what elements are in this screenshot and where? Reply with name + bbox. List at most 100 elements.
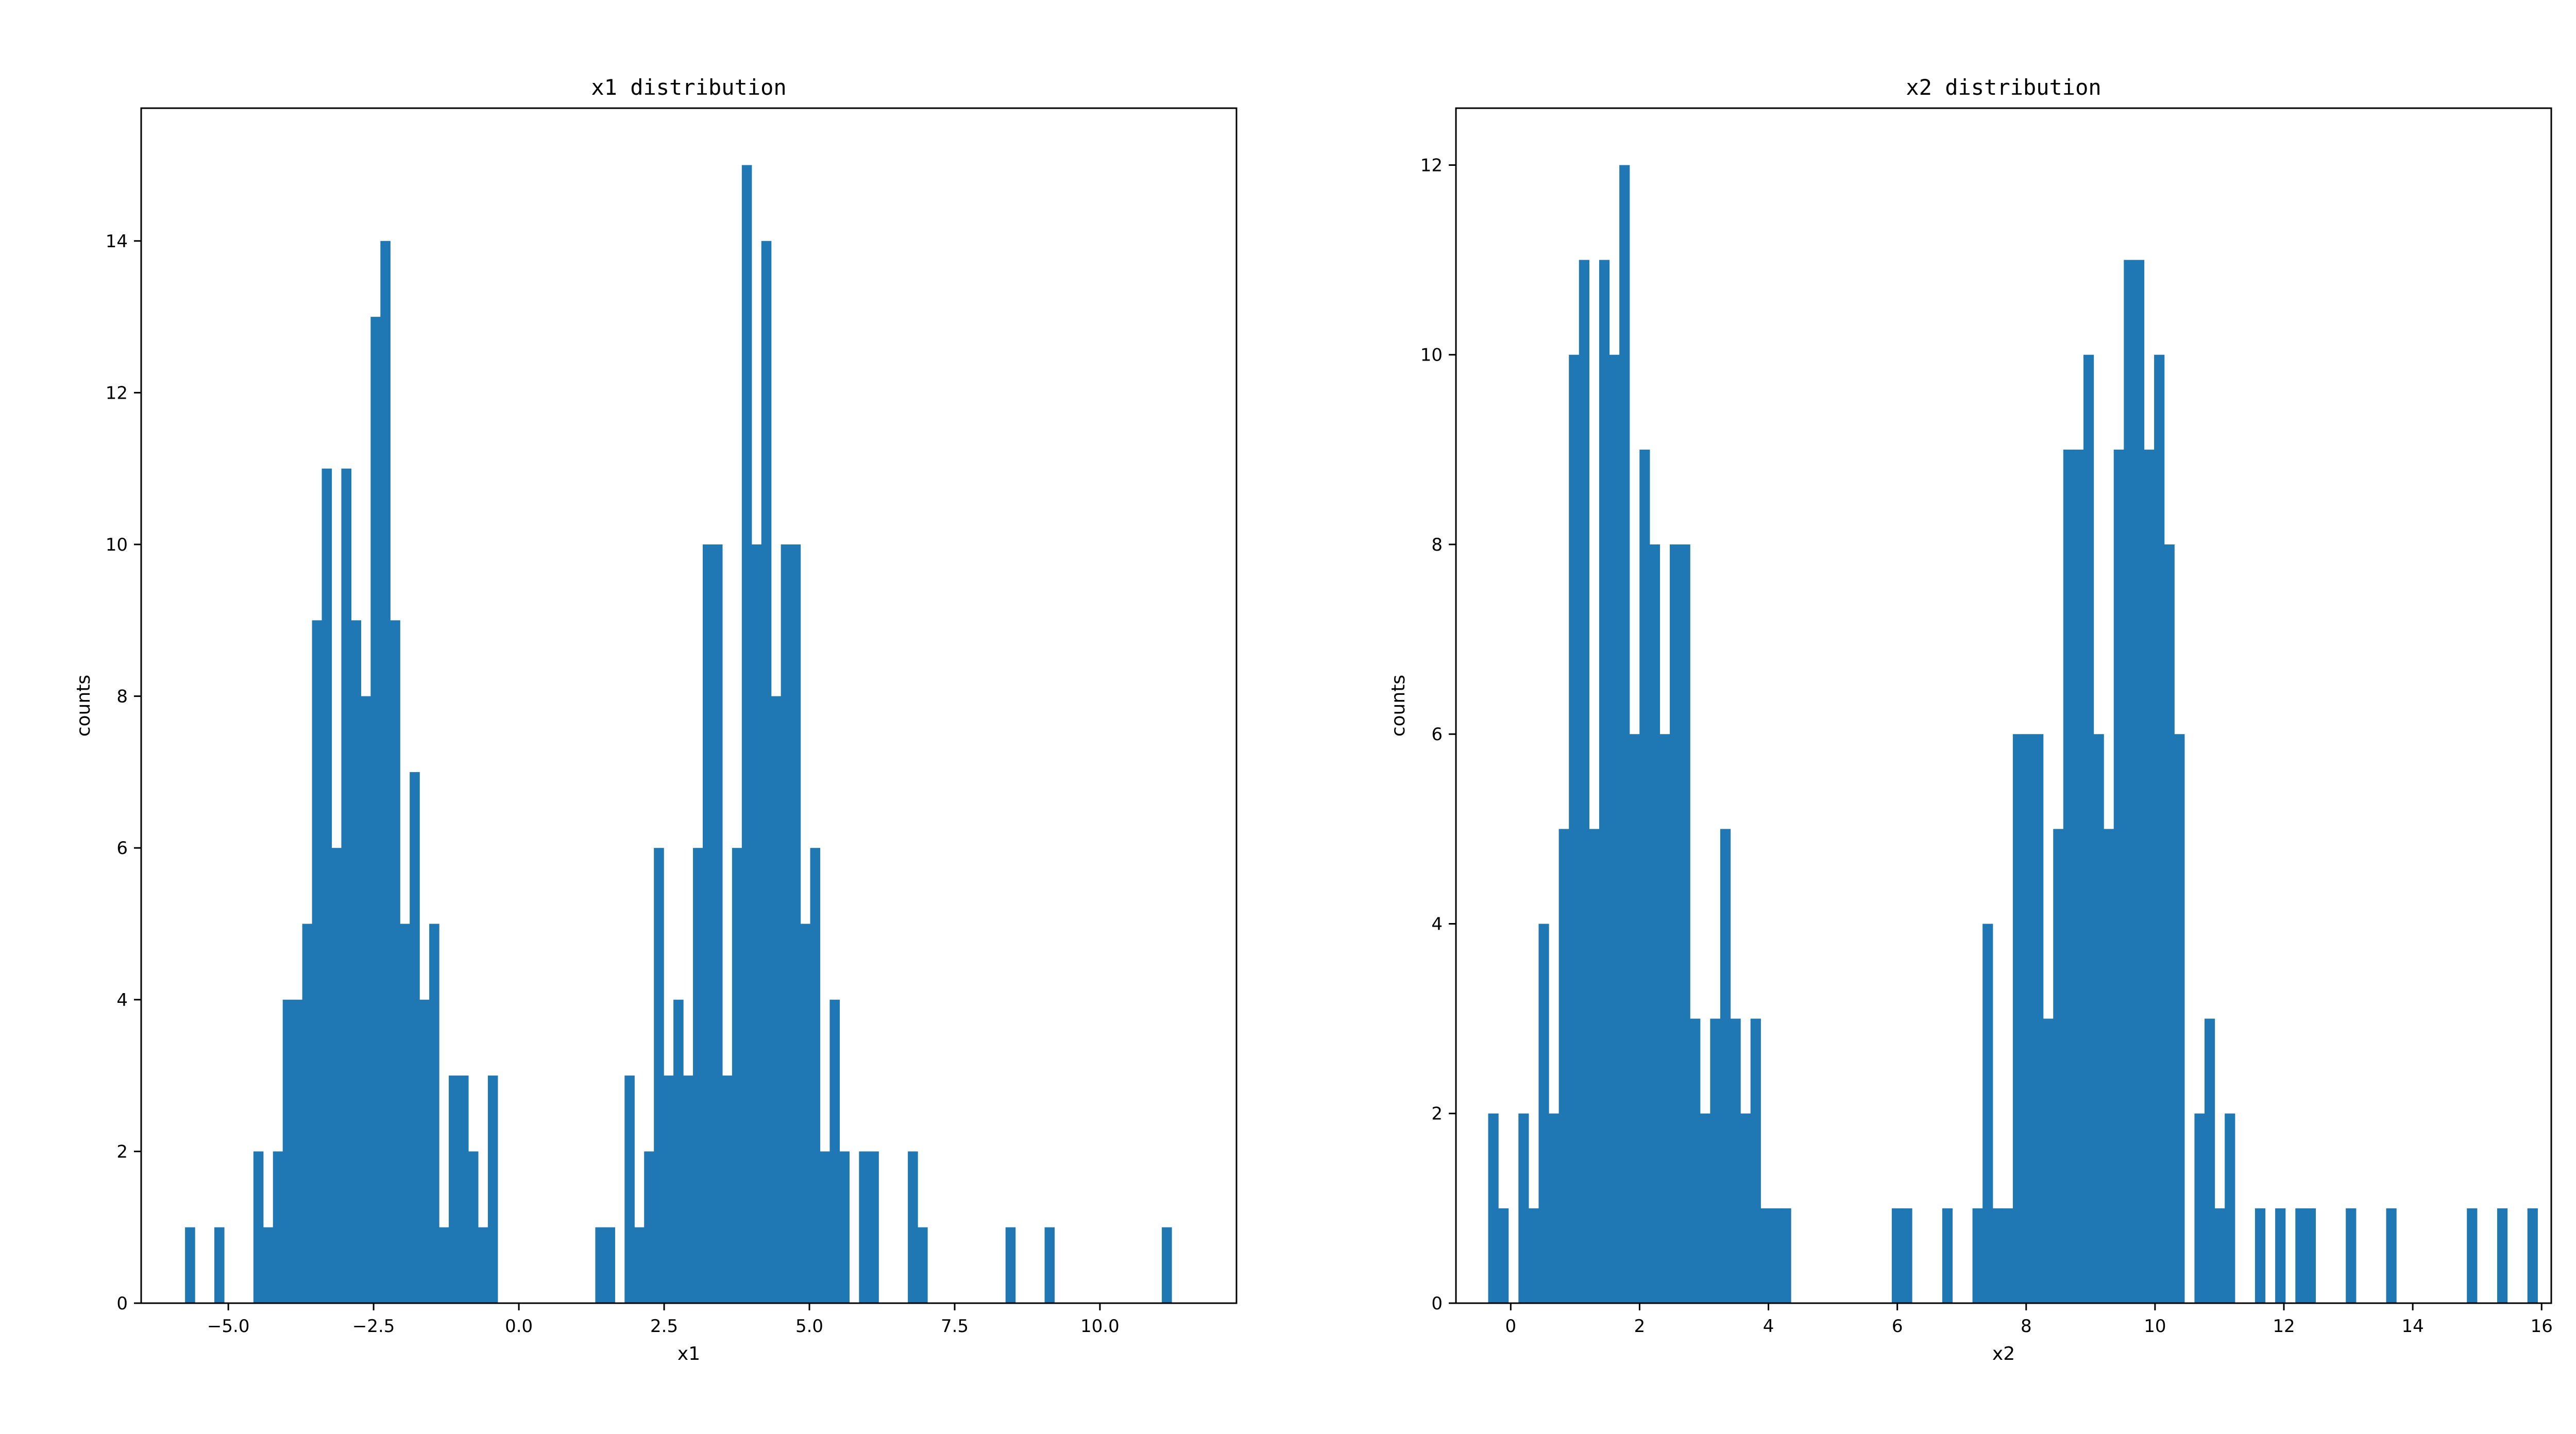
histogram-bar — [478, 1227, 488, 1303]
histogram-bar — [2113, 449, 2124, 1303]
histogram-bar — [1005, 1227, 1016, 1303]
histogram-bar — [683, 1076, 693, 1303]
histogram-bar — [439, 1227, 449, 1303]
x-tick-label: 0.0 — [505, 1316, 533, 1337]
y-tick-label: 0 — [1431, 1293, 1443, 1314]
histogram-bar — [2154, 354, 2165, 1303]
histogram-bar — [1639, 449, 1650, 1303]
histogram-bar — [1549, 1113, 1560, 1303]
histogram-bar — [722, 1076, 733, 1303]
y-tick-label: 6 — [116, 838, 128, 859]
histogram-bar — [644, 1151, 654, 1303]
histogram-bar — [664, 1076, 674, 1303]
plot-frame — [140, 107, 1238, 1304]
x-tick-label: 16 — [2531, 1316, 2553, 1337]
histogram-bar — [1730, 1018, 1741, 1303]
histogram-bar — [2305, 1208, 2316, 1303]
histogram-bar — [1649, 544, 1660, 1303]
histogram-bar — [1162, 1227, 1172, 1303]
histogram-bar — [595, 1227, 605, 1303]
y-tick-label: 8 — [1431, 535, 1443, 555]
histogram-bar — [790, 544, 801, 1303]
histogram-bar — [2205, 1018, 2215, 1303]
y-tick-label: 12 — [1420, 155, 1443, 176]
histogram-bar — [673, 999, 684, 1303]
histogram-bar — [820, 1151, 831, 1303]
histogram-bar — [859, 1151, 869, 1303]
histogram-bar — [1891, 1208, 1903, 1303]
x-tick-label: 2.5 — [650, 1316, 678, 1337]
histogram-bar — [361, 696, 371, 1303]
histogram-bar — [1902, 1208, 1912, 1303]
histogram-bar — [410, 772, 420, 1303]
histogram-bar — [2275, 1208, 2286, 1303]
histogram-bar — [1670, 544, 1681, 1303]
y-tick-label: 2 — [116, 1141, 128, 1162]
histogram-bar — [214, 1227, 225, 1303]
histogram-bar — [712, 544, 723, 1303]
x-tick-label: −5.0 — [207, 1316, 250, 1337]
histogram-bar — [1558, 829, 1569, 1303]
histogram-bar — [810, 848, 821, 1303]
histogram-bar — [1720, 829, 1731, 1303]
histogram-bar — [2295, 1208, 2306, 1303]
histogram-bar — [459, 1076, 469, 1303]
histogram-bar — [1740, 1113, 1751, 1303]
histogram-bar — [468, 1151, 479, 1303]
histogram-bar — [1992, 1208, 2003, 1303]
histogram-bar — [312, 620, 323, 1303]
histogram-bar — [331, 848, 342, 1303]
x-axis-label: x1 — [677, 1343, 700, 1364]
histogram-bar — [2225, 1113, 2235, 1303]
histogram-bar — [605, 1227, 615, 1303]
histogram-bar — [1700, 1113, 1710, 1303]
histogram-bar — [908, 1151, 918, 1303]
histogram-bar — [829, 999, 840, 1303]
x-axis-label: x2 — [1992, 1343, 2015, 1364]
histogram-bar — [741, 165, 752, 1304]
histogram-bar — [2003, 1208, 2013, 1303]
histogram-bar — [419, 999, 430, 1303]
histogram-bar — [400, 924, 410, 1303]
histogram-bar — [2012, 734, 2024, 1303]
histogram-bar — [1488, 1113, 1499, 1303]
histogram-bar — [1781, 1208, 1791, 1303]
histogram-bar — [732, 848, 742, 1303]
histogram-bar — [390, 620, 400, 1303]
histogram-bar — [487, 1076, 498, 1303]
histogram-bar — [1760, 1208, 1771, 1303]
histogram-bar — [1982, 924, 1993, 1303]
histogram-bar — [2214, 1208, 2225, 1303]
histogram-bar — [1619, 165, 1630, 1304]
histogram-bar — [2053, 829, 2064, 1303]
histogram-bar — [1518, 1113, 1529, 1303]
x-tick-label: 2 — [1634, 1316, 1646, 1337]
histogram-bars — [185, 165, 1172, 1304]
histogram-bar — [1528, 1208, 1539, 1303]
y-tick-label: 4 — [116, 990, 128, 1011]
histogram-bar — [693, 848, 703, 1303]
histogram-bar — [624, 1076, 635, 1303]
histogram-bar — [341, 468, 352, 1304]
histogram-bar — [429, 924, 439, 1303]
histogram-bar — [2467, 1208, 2478, 1303]
histogram-bar — [918, 1227, 928, 1303]
histogram-bar — [1589, 829, 1600, 1303]
histogram-bar — [1972, 1208, 1983, 1303]
histogram-bar — [370, 317, 381, 1303]
histogram-bar — [2255, 1208, 2266, 1303]
x-tick-label: 10 — [2144, 1316, 2166, 1337]
x-tick-label: 8 — [2021, 1316, 2032, 1337]
histogram-bar — [1710, 1018, 1721, 1303]
x-tick-label: 5.0 — [795, 1316, 823, 1337]
histogram-bar — [1579, 260, 1589, 1304]
histogram-bar — [2093, 734, 2104, 1303]
x-tick-label: 14 — [2401, 1316, 2424, 1337]
histogram-bar — [2174, 734, 2185, 1303]
histogram-bar — [1680, 544, 1690, 1303]
histogram-bar — [839, 1151, 850, 1303]
histogram-bar — [761, 241, 772, 1303]
histogram-bar — [1750, 1018, 1761, 1303]
y-tick-label: 8 — [116, 687, 128, 707]
histogram-bar — [2124, 260, 2134, 1304]
